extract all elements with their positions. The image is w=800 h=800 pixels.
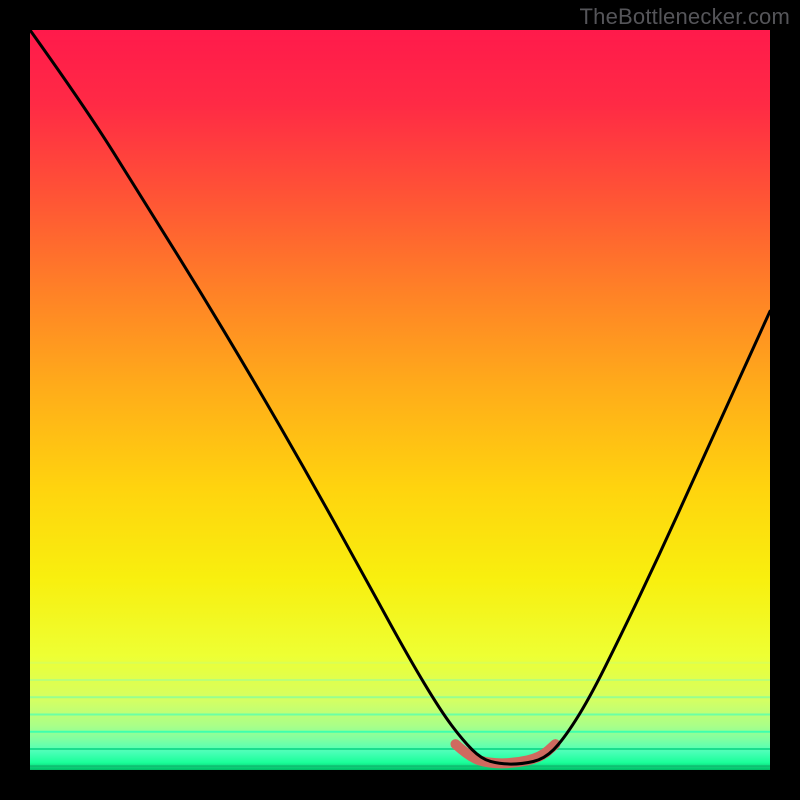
bottleneck-chart bbox=[0, 0, 800, 800]
gradient-background bbox=[30, 30, 770, 770]
chart-container: TheBottlenecker.com bbox=[0, 0, 800, 800]
attribution-text: TheBottlenecker.com bbox=[580, 4, 790, 30]
